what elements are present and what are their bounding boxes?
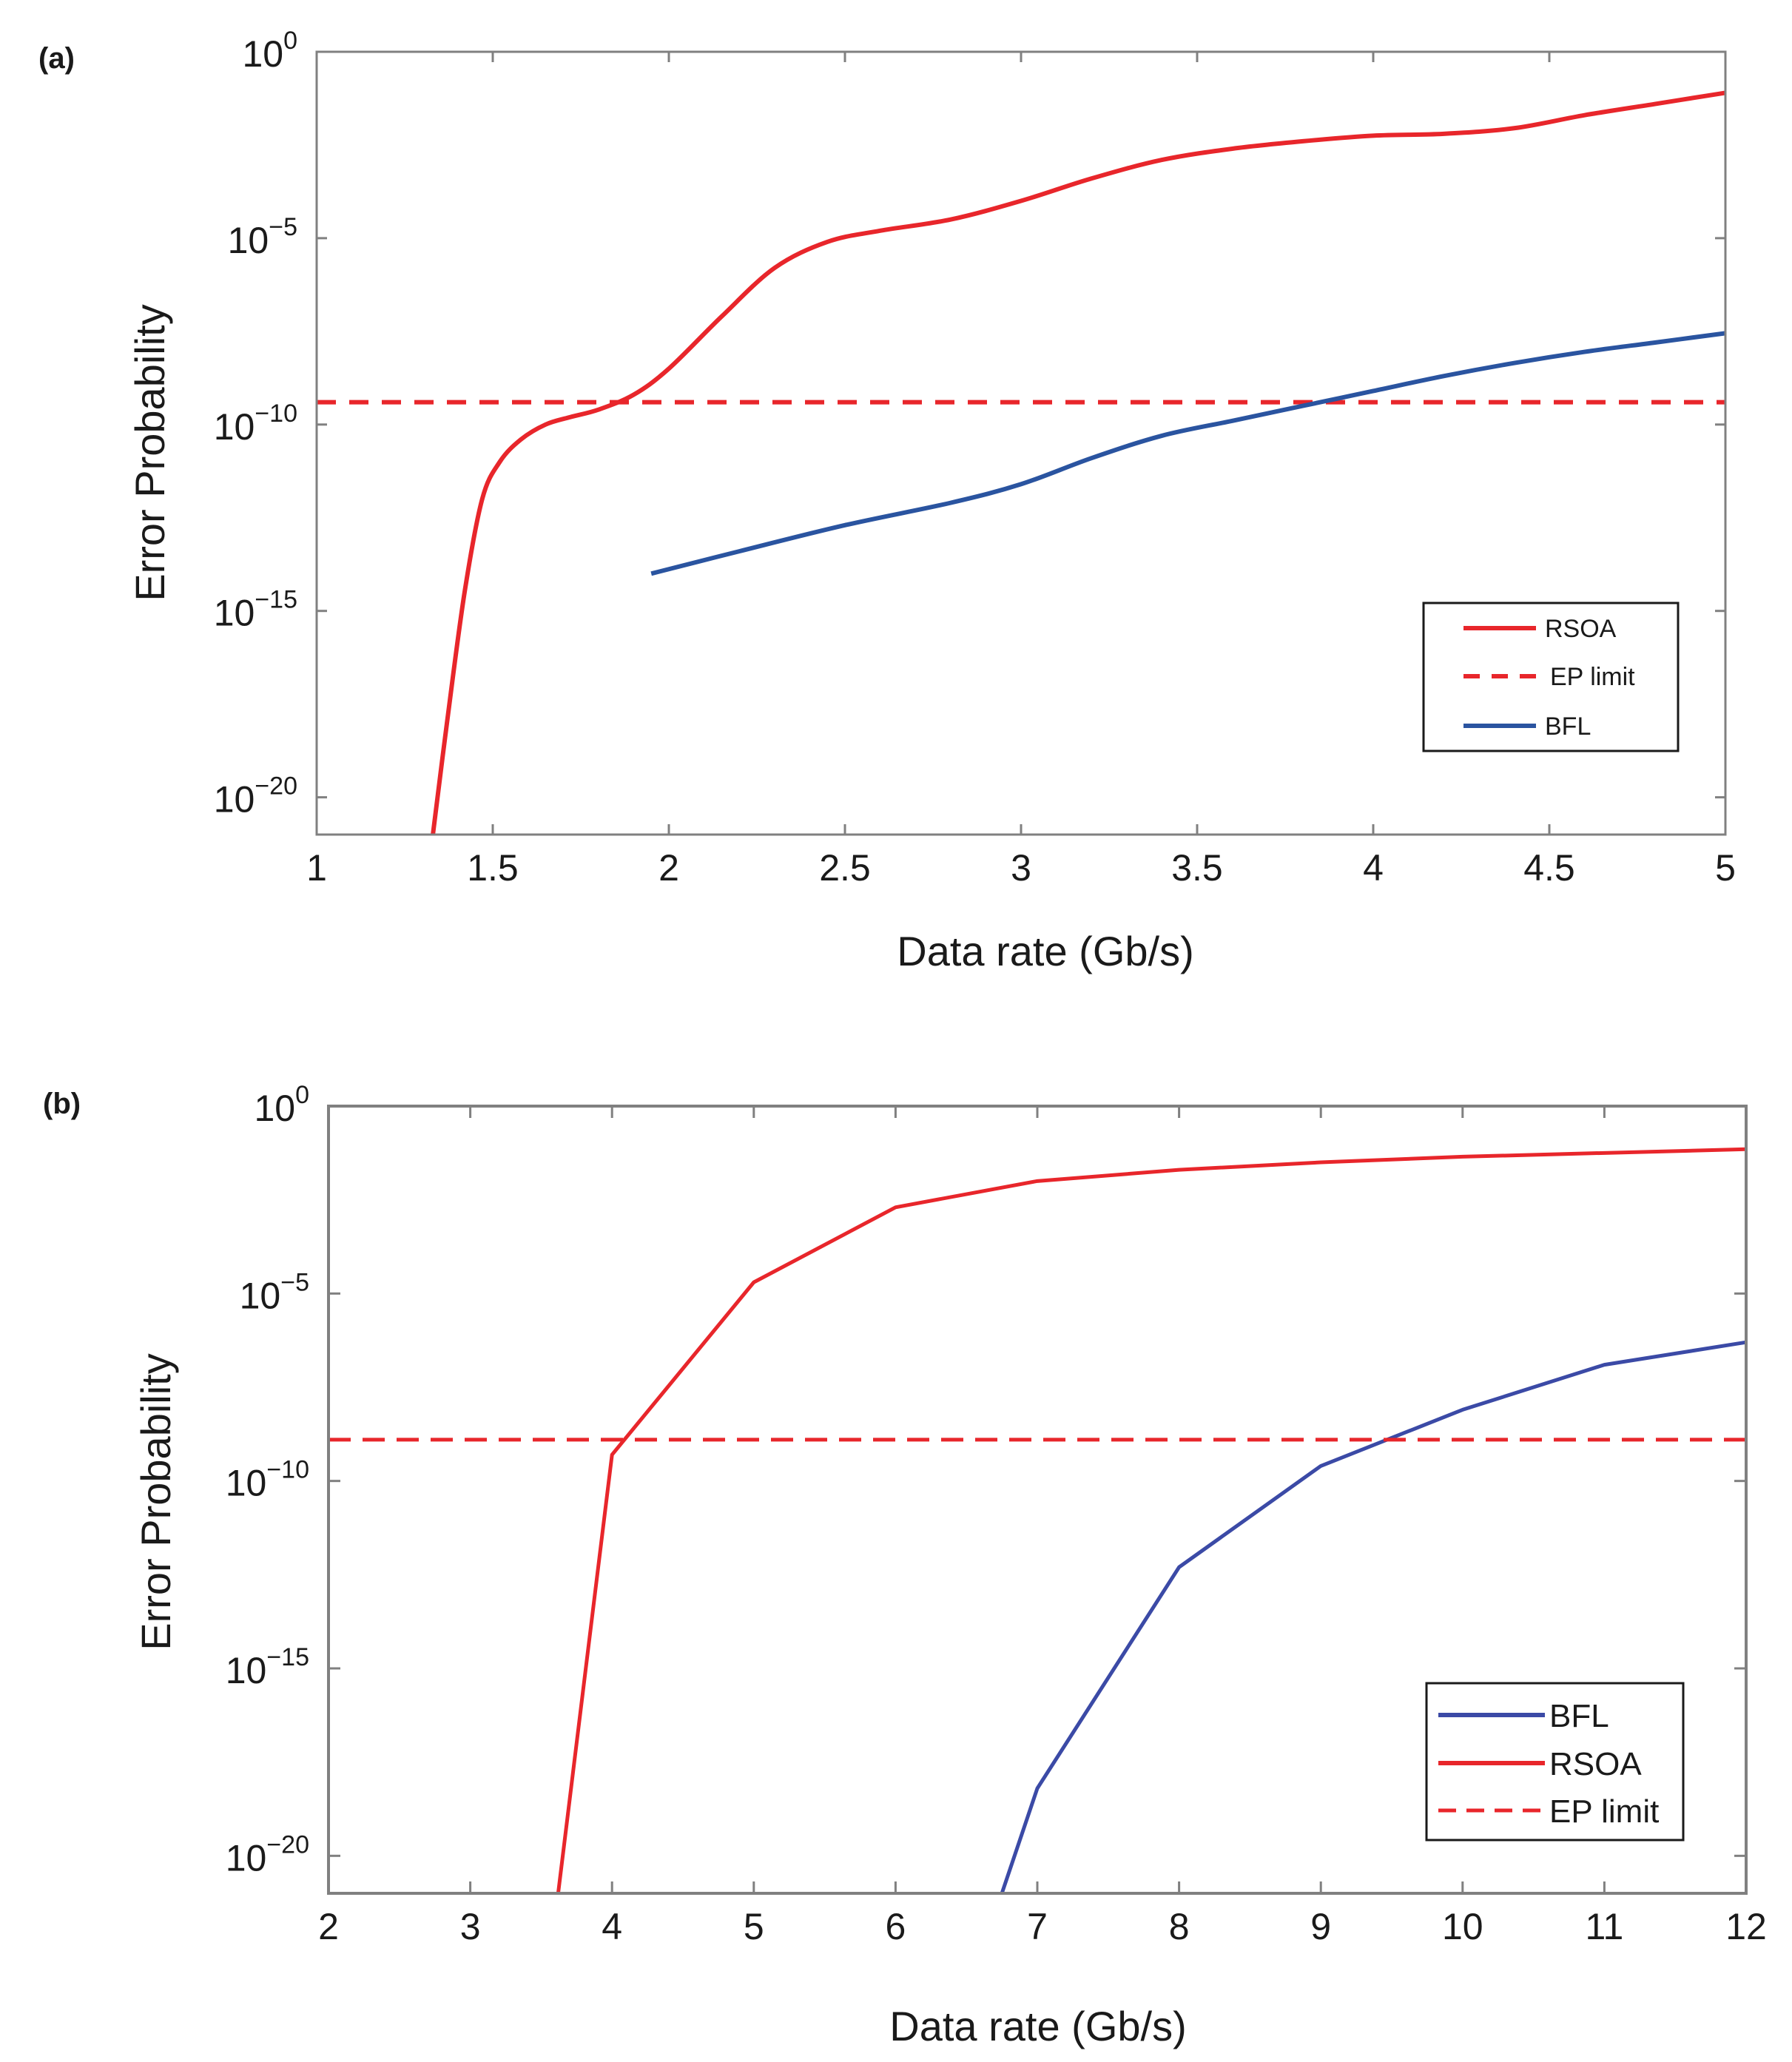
legend-b: BFL RSOA EP limit bbox=[1425, 1682, 1685, 1842]
y-tick-label: 10−5 bbox=[228, 213, 297, 261]
x-tick-label: 11 bbox=[1585, 1906, 1623, 1947]
x-tick-label: 1.5 bbox=[467, 847, 519, 889]
series-lines-b bbox=[329, 1147, 1747, 1894]
x-tick-label: 10 bbox=[1442, 1906, 1483, 1947]
y-tick-label: 10−10 bbox=[214, 400, 297, 448]
legend-label-rsoa-b: RSOA bbox=[1549, 1746, 1642, 1782]
plot-frame-a bbox=[315, 50, 1727, 836]
x-tick-label: 2.5 bbox=[819, 847, 871, 889]
ticks-b: 2 3 4 5 6 7 8 9 10 11 12 100 10−5 10−10 10−15 10−20 bbox=[226, 1081, 1767, 1947]
x-tick-label: 8 bbox=[1169, 1906, 1190, 1947]
y-tick-label: 10−15 bbox=[226, 1643, 309, 1691]
panel-label-b: (b) bbox=[43, 1088, 81, 1120]
y-tick-label: 10−10 bbox=[226, 1456, 309, 1504]
y-tick-label: 10−20 bbox=[226, 1830, 309, 1879]
x-tick-label: 9 bbox=[1310, 1906, 1331, 1947]
y-axis-title-a: Error Probability bbox=[127, 304, 173, 601]
series-lines-a bbox=[317, 90, 1726, 835]
panel-label-a: (a) bbox=[38, 42, 75, 75]
y-tick-label: 10−20 bbox=[214, 772, 297, 821]
legend-a: RSOA EP limit BFL bbox=[1422, 602, 1680, 752]
x-tick-label: 5 bbox=[1715, 847, 1736, 889]
legend-label-bfl-a: BFL bbox=[1545, 712, 1591, 741]
x-tick-label: 4.5 bbox=[1523, 847, 1575, 889]
x-axis-title-b: Data rate (Gb/s) bbox=[889, 2003, 1186, 2049]
x-tick-label: 3.5 bbox=[1171, 847, 1223, 889]
ticks-a: 1 1.5 2 2.5 3 3.5 4 4.5 5 100 10−5 10−10 10−15 10−20 bbox=[214, 27, 1736, 889]
y-tick-label: 100 bbox=[254, 1081, 309, 1129]
y-axis-title-b: Error Probability bbox=[132, 1353, 179, 1650]
y-tick-label: 10−5 bbox=[240, 1268, 309, 1316]
legend-label-ep-limit-a: EP limit bbox=[1550, 663, 1635, 691]
x-tick-label: 4 bbox=[1363, 847, 1384, 889]
x-tick-label: 3 bbox=[460, 1906, 481, 1947]
x-tick-label: 5 bbox=[744, 1906, 764, 1947]
series-line-rsoa bbox=[556, 1147, 1747, 1894]
y-tick-label: 10−15 bbox=[214, 586, 297, 634]
legend-label-bfl-b: BFL bbox=[1549, 1698, 1609, 1734]
legend-label-rsoa-a: RSOA bbox=[1545, 615, 1617, 643]
plot-frame-b bbox=[327, 1105, 1748, 1895]
y-tick-label: 100 bbox=[242, 27, 297, 75]
x-tick-label: 2 bbox=[318, 1906, 339, 1947]
x-tick-label: 3 bbox=[1011, 847, 1031, 889]
series-line-rsoa bbox=[431, 90, 1726, 835]
x-tick-label: 6 bbox=[885, 1906, 906, 1947]
x-tick-label: 4 bbox=[602, 1906, 622, 1947]
x-tick-label: 1 bbox=[306, 847, 327, 889]
series-line-bfl bbox=[650, 331, 1726, 576]
series-line-bfl bbox=[1000, 1340, 1747, 1894]
chart-panel-a: (a) Data rate (Gb/s) Error Probability 1… bbox=[38, 27, 1736, 974]
legend-label-ep-limit-b: EP limit bbox=[1549, 1793, 1659, 1830]
x-tick-label: 12 bbox=[1725, 1906, 1767, 1947]
x-tick-label: 7 bbox=[1027, 1906, 1048, 1947]
chart-panel-b: (b) Data rate (Gb/s) Error Probability 2… bbox=[43, 1081, 1767, 2049]
x-tick-label: 2 bbox=[658, 847, 679, 889]
x-axis-title-a: Data rate (Gb/s) bbox=[897, 928, 1193, 974]
